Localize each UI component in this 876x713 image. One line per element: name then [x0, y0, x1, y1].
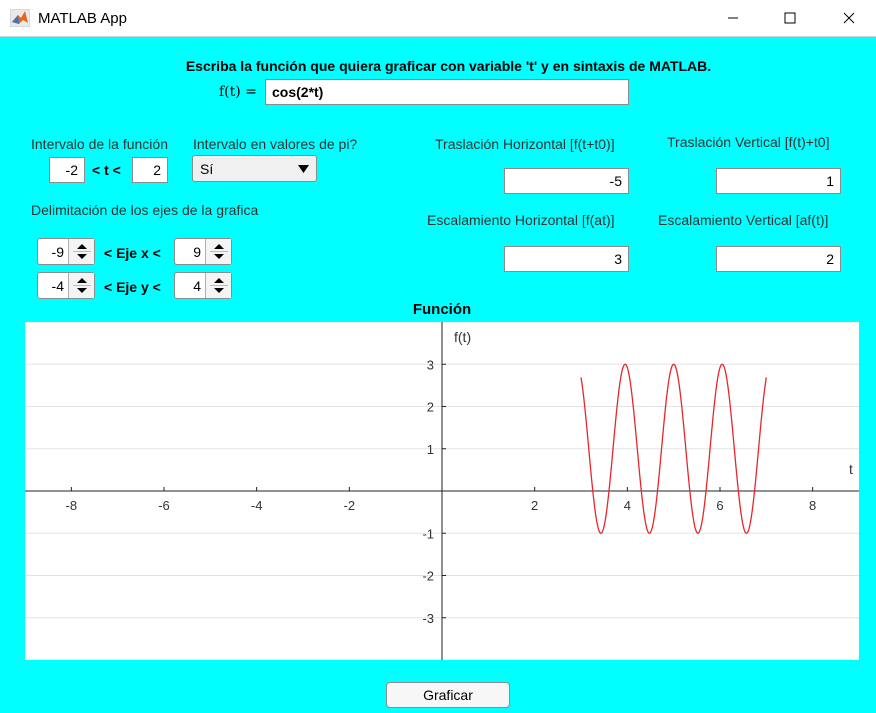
interval-max-input[interactable]: 2 [132, 157, 168, 183]
axes [25, 322, 859, 660]
x-axis-separator: < Eje x < [104, 245, 161, 261]
dropdown-arrow-icon [298, 165, 309, 173]
y-axis-label: f(t) [454, 329, 471, 345]
y-tick-label: -1 [422, 526, 434, 541]
h-scale-input[interactable]: 3 [504, 246, 629, 272]
instruction-text: Escriba la función que quiera graficar c… [185, 58, 712, 74]
minimize-icon [728, 17, 738, 19]
curve-layer [580, 363, 767, 534]
x-max-spinner[interactable]: 9 [174, 238, 232, 265]
spinner-up-down-icon[interactable] [206, 239, 232, 264]
x-tick-label: -6 [158, 498, 170, 513]
interval-separator: < t < [92, 162, 121, 178]
y-tick-label: -2 [422, 569, 434, 584]
spinner-up-down-icon[interactable] [206, 273, 232, 298]
x-tick-label: 2 [531, 498, 538, 513]
h-shift-input[interactable]: -5 [504, 168, 629, 194]
axes-limits-label: Delimitación de los ejes de la grafica [31, 202, 259, 218]
v-shift-label: Traslación Vertical [f(t)+t0] [667, 134, 830, 150]
v-shift-input[interactable]: 1 [716, 168, 841, 194]
x-tick-label: 6 [716, 498, 723, 513]
chart-title: Función [412, 301, 472, 318]
spinner-arrows [205, 239, 231, 264]
h-shift-label: Traslación Horizontal [f(t+t0)] [435, 136, 615, 152]
v-scale-label: Escalamiento Vertical [af(t)] [658, 212, 829, 228]
y-axis-separator: < Eje y < [104, 279, 161, 295]
x-tick-label: -2 [344, 498, 356, 513]
y-tick-label: 2 [427, 400, 434, 415]
h-scale-label: Escalamiento Horizontal [f(at)] [427, 212, 615, 228]
v-scale-input[interactable]: 2 [716, 246, 841, 272]
pi-option-label: Intervalo en valores de pi? [193, 136, 358, 152]
y-max-value: 4 [193, 277, 201, 294]
spinner-arrows [68, 239, 94, 264]
spinner-up-down-icon[interactable] [69, 239, 95, 264]
x-min-value: -9 [51, 243, 64, 260]
x-tick-label: 4 [624, 498, 631, 513]
y-min-value: -4 [51, 277, 64, 294]
y-min-spinner[interactable]: -4 [37, 272, 95, 299]
function-label: f(t) = [219, 84, 257, 100]
graph-button[interactable]: Graficar [386, 682, 510, 708]
y-max-spinner[interactable]: 4 [174, 272, 232, 299]
function-input[interactable]: cos(2*t) [265, 79, 629, 105]
pi-option-dropdown[interactable]: Sí [192, 155, 317, 182]
x-tick-label: 8 [809, 498, 816, 513]
maximize-icon [784, 12, 796, 24]
x-tick-label: -8 [66, 498, 78, 513]
y-tick-label: 1 [427, 442, 434, 457]
spinner-arrows [68, 273, 94, 298]
matlab-logo-icon [10, 9, 30, 27]
y-tick-label: 3 [427, 357, 434, 372]
pi-option-value: Sí [200, 160, 214, 177]
spinner-up-down-icon[interactable] [69, 273, 95, 298]
series-line [580, 363, 767, 534]
close-icon [843, 12, 855, 24]
window-title: MATLAB App [38, 10, 127, 27]
x-min-spinner[interactable]: -9 [37, 238, 95, 265]
y-tick-label: -3 [422, 611, 434, 626]
x-axis-label: t [849, 461, 853, 477]
tick-labels: -8 -6 -4 -2 2 4 6 8 -3 -2 -1 1 2 3 [66, 357, 817, 626]
x-max-value: 9 [193, 243, 201, 260]
title-bar: MATLAB App [0, 0, 876, 37]
x-tick-label: -4 [251, 498, 263, 513]
minimize-button[interactable] [710, 0, 756, 36]
interval-label: Intervalo de la función [31, 136, 168, 152]
plot-area[interactable]: -8 -6 -4 -2 2 4 6 8 -3 -2 -1 1 2 3 t f(t) [25, 322, 859, 660]
interval-min-input[interactable]: -2 [49, 157, 85, 183]
spinner-arrows [205, 273, 231, 298]
maximize-button[interactable] [767, 0, 813, 36]
close-button[interactable] [826, 0, 872, 36]
plot-canvas: -8 -6 -4 -2 2 4 6 8 -3 -2 -1 1 2 3 t f(t) [25, 322, 859, 660]
